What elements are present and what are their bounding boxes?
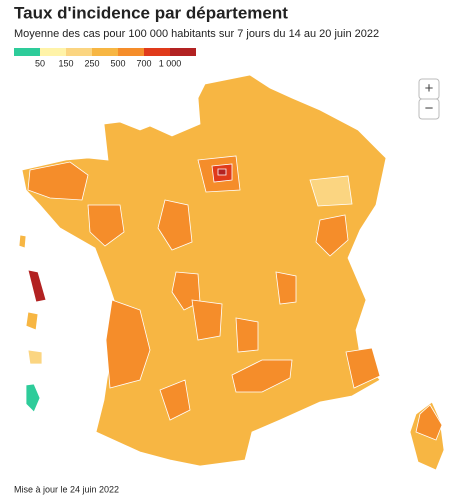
legend-swatch [14, 48, 40, 56]
overseas [25, 383, 41, 413]
legend-swatch [92, 48, 118, 56]
overseas [25, 311, 39, 331]
map [18, 74, 445, 471]
region-orange [275, 271, 297, 305]
title: Taux d'incidence par département [14, 3, 288, 22]
legend-swatch [144, 48, 170, 56]
region-orange [159, 379, 191, 421]
legend-swatch [66, 48, 92, 56]
footer: Mise à jour le 24 juin 2022 [14, 484, 119, 494]
legend: 50 150 250 500 700 1 000 [14, 48, 196, 68]
legend-label: 1 000 [159, 58, 182, 68]
region-orange [235, 317, 259, 353]
overseas [27, 349, 43, 365]
legend-swatch [170, 48, 196, 56]
zoom-in-label[interactable]: + [425, 80, 434, 97]
region-darkred [217, 168, 227, 176]
region-orange [315, 214, 349, 257]
overseas [18, 234, 27, 249]
region-orange [157, 199, 193, 251]
region-orange [27, 161, 89, 201]
legend-swatch [40, 48, 66, 56]
legend-swatch [118, 48, 144, 56]
region-orange [415, 404, 443, 441]
legend-label: 250 [84, 58, 99, 68]
zoom-in[interactable]: + [418, 78, 440, 100]
subtitle: Moyenne des cas pour 100 000 habitants s… [14, 28, 379, 40]
region-orange [231, 359, 293, 393]
region-orange [87, 204, 125, 247]
legend-label: 150 [58, 58, 73, 68]
france-mainland [21, 74, 387, 467]
zoom-out[interactable]: − [418, 98, 440, 120]
legend-label: 700 [136, 58, 151, 68]
overseas [27, 269, 47, 303]
legend-label: 50 [35, 58, 45, 68]
zoom-out-button[interactable] [418, 98, 440, 120]
zoom-out-label[interactable]: − [425, 100, 434, 117]
region-orange [105, 299, 151, 389]
region-pale [309, 175, 353, 207]
region-orange [191, 299, 223, 341]
legend-label: 500 [110, 58, 125, 68]
region-orange [345, 347, 381, 389]
